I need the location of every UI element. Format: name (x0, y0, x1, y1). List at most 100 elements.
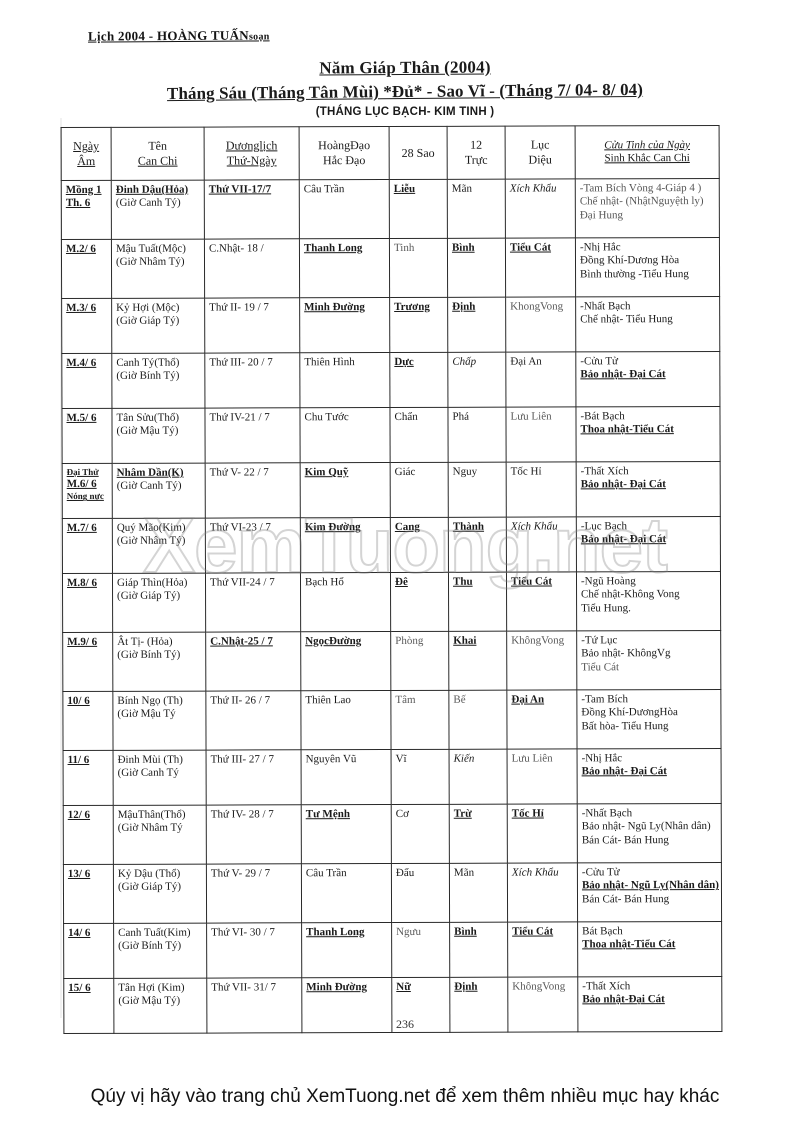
lunar-day: 10/ 6 (67, 694, 90, 708)
cell-solar-date: Thứ II- 19 / 7 (204, 297, 300, 354)
table-row: 15/ 6 Tân Hợi (Kim) (Giờ Mậu Tý) Thứ VII- 3… (63, 976, 722, 1034)
can-chi-name: Đinh Mùi (Th) (117, 753, 183, 766)
cell-cuu-tinh: Bát Bạch Thoa nhật-Tiểu Cát (577, 921, 722, 977)
cuu-tinh-line: Chế nhật- (NhậtNguyệth ly) (579, 195, 704, 208)
cell-lunar-date: 11/ 6 (63, 750, 114, 806)
cell-solar-date: Thứ III- 27 / 7 (206, 749, 302, 806)
can-chi-hour: (Giờ Bính Tý) (118, 940, 182, 953)
cell-12-truc: Kiến (449, 749, 508, 805)
table-row: M.3/ 6 Kỷ Hợi (Mộc) (Giờ Giáp Tý) Thứ II- 1… (61, 296, 720, 354)
lunar-day: M.4/ 6 (66, 356, 97, 370)
cell-hoang-dao: Thiên Hình (299, 352, 390, 408)
cuu-tinh-line: -Bát Bạch (580, 410, 625, 423)
can-chi-name: Ât Tị- (Hỏa) (117, 635, 173, 648)
cell-cuu-tinh: -Nhị Hắc Bảo nhật- Đại Cát (577, 748, 722, 804)
cell-28-sao: Vĩ (391, 749, 450, 805)
cell-cuu-tinh: -Nhất Bạch Bảo nhật- Ngũ Ly(Nhân dân) Bán … (577, 803, 722, 863)
table-row: 10/ 6 Bính Ngọ (Th) (Giờ Mậu Tý Thứ II- 26 … (62, 689, 722, 751)
cuu-tinh-line: Đại Hung (579, 209, 623, 222)
cell-12-truc: Bình (447, 238, 506, 298)
cell-cuu-tinh: -Ngũ Hoàng Chế nhật-Không Vong Tiểu Hung. (576, 571, 721, 631)
cell-luc-dieu: Xích Khẩu (507, 862, 578, 923)
cell-luc-dieu: Tốc Hỉ (506, 461, 577, 518)
lunar-month: Th. 6 (65, 197, 91, 210)
cell-luc-dieu: KhôngVong (506, 630, 577, 691)
cuu-tinh-line: Bảo nhật- Đại Cát (580, 368, 666, 381)
table-row: M.2/ 6 Mậu Tuất(Mộc) (Giờ Nhâm Tý) C.Nhật- … (61, 237, 720, 299)
cuu-tinh-line: Bát Bạch (582, 925, 623, 938)
cell-solar-date: Thứ VII-24 / 7 (205, 572, 301, 633)
can-chi-hour: (Giờ Mậu Tý (117, 708, 176, 721)
cell-12-truc: Chấp (447, 352, 506, 408)
table-row: M.8/ 6 Giáp Thìn(Hỏa) (Giờ Giáp Tý) Thứ VII… (62, 571, 721, 633)
cuu-tinh-line: Bảo nhật- KhôngVg (581, 647, 671, 660)
table-row: 12/ 6 MậuThân(Thổ) (Giờ Nhâm Tý Thứ IV- 28 … (63, 803, 722, 865)
lunar-day: M.9/ 6 (67, 635, 98, 649)
can-chi-hour: (Giờ Mậu Tý) (116, 425, 179, 438)
cell-hoang-dao: Thanh Long (299, 238, 390, 298)
footer-promo-text: Qúy vị hãy vào trang chủ XemTuong.net để… (90, 1086, 720, 1107)
cuu-tinh-line: -Cửu Tử (580, 355, 619, 368)
cell-28-sao: Trương (389, 297, 448, 353)
cell-can-chi: Kỷ Dậu (Thổ) (Giờ Giáp Tý) (113, 864, 207, 924)
cuu-tinh-line: -Tam Bích (581, 693, 628, 706)
table-row: M.5/ 6 Tân Sửu(Thổ) (Giờ Mậu Tý) Thứ IV-21 … (61, 406, 721, 464)
solar-term-label: Đại Thử (66, 466, 99, 478)
cell-lunar-date: M.5/ 6 (61, 408, 113, 464)
cell-cuu-tinh: -Thất Xích Bảo nhật-Đại Cát (577, 976, 722, 1032)
cell-hoang-dao: Câu Trần (301, 863, 392, 923)
cell-lunar-date: M.9/ 6 (62, 632, 113, 692)
cell-lunar-date: Mồng 1 Th. 6 (61, 180, 112, 240)
cell-hoang-dao: Chu Tước (299, 407, 391, 463)
title-subtitle: (THÁNG LỤC BẠCH- KIM TINH ) (315, 106, 495, 118)
lunar-day: 12/ 6 (67, 808, 91, 822)
cell-lunar-date: Đại Thử M.6/ 6 Nóng nực (62, 463, 113, 519)
cuu-tinh-line: -Cửu Tử (581, 866, 620, 879)
cell-solar-date: Thứ VII-17/7 (204, 179, 300, 240)
cell-cuu-tinh: -Tam Bích Vòng 4-Giáp 4 ) Chế nhật- (Nhật… (575, 178, 720, 238)
cell-28-sao: Phòng (390, 631, 449, 691)
cuu-tinh-line: -Ngũ Hoàng (580, 575, 636, 588)
can-chi-hour: (Giờ Nhâm Tý (117, 822, 183, 835)
lunar-day: 11/ 6 (67, 753, 90, 767)
can-chi-name: Quý Mão(Kim) (116, 521, 186, 534)
cell-luc-dieu: KhongVong (505, 296, 576, 353)
table-row: 14/ 6 Canh Tuất(Kim) (Giờ Bính Tý) Thứ VI- … (63, 921, 722, 979)
calendar-table-container: Ngày Âm Tên Can Chi Dươnglịch Thứ-Ngày H… (61, 125, 722, 1034)
solar-term-note: Nóng nực (66, 491, 104, 502)
cell-can-chi: Mậu Tuất(Mộc) (Giờ Nhâm Tý) (111, 239, 205, 299)
cell-solar-date: Thứ VII- 31/ 7 (206, 977, 302, 1034)
cell-solar-date: Thứ V- 29 / 7 (206, 863, 302, 924)
cell-luc-dieu: Tiểu Cát (507, 921, 578, 978)
can-chi-name: Mậu Tuất(Mộc) (115, 242, 186, 255)
cell-luc-dieu: Đại An (506, 689, 578, 750)
table-row: M.7/ 6 Quý Mão(Kim) (Giờ Nhâm Tý) Thứ VI-23… (62, 516, 721, 574)
can-chi-name: Đinh Dậu(Hỏa) (115, 183, 189, 196)
cell-28-sao: Cang (390, 517, 449, 573)
cell-can-chi: Bính Ngọ (Th) (Giờ Mậu Tý (112, 691, 207, 751)
can-chi-hour: (Giờ Giáp Tý) (116, 315, 180, 328)
cell-can-chi: Canh Tuất(Kim) (Giờ Bính Tý) (113, 923, 207, 979)
cuu-tinh-line: Bán Cát- Bán Hung (581, 892, 670, 906)
column-header-12-truc: 12 Trực (447, 126, 506, 180)
cell-cuu-tinh: -Tứ Lục Bảo nhật- KhôngVg Tiểu Cát (576, 630, 721, 690)
cell-hoang-dao: NgọcĐường (300, 631, 391, 691)
cell-solar-date: Thứ VI- 30 / 7 (206, 922, 302, 979)
can-chi-name: Canh Tý(Thổ) (116, 356, 180, 369)
cell-lunar-date: 10/ 6 (62, 691, 114, 751)
cell-12-truc: Bình (449, 922, 508, 978)
title-month: Tháng Sáu (Tháng Tân Mùi) *Đủ* - Sao Vĩ … (166, 79, 644, 104)
cuu-tinh-line: Bình thường -Tiểu Hung (580, 267, 689, 281)
cell-luc-dieu: Tiểu Cát (505, 237, 576, 298)
cell-28-sao: Đẩu (391, 863, 450, 923)
cell-28-sao: Tâm (390, 690, 450, 750)
cell-lunar-date: 15/ 6 (63, 978, 114, 1034)
cell-can-chi: Đinh Dậu(Hỏa) (Giờ Canh Tý) (111, 180, 205, 240)
column-header-28-sao: 28 Sao (389, 126, 448, 180)
lunar-day: M.5/ 6 (66, 411, 97, 425)
cell-12-truc: Trừ (449, 804, 508, 864)
publisher-credit-text: Lịch 2004 - HOÀNG TUẤN (87, 27, 249, 44)
can-chi-name: Giáp Thìn(Hỏa) (116, 576, 188, 589)
cuu-tinh-line: -Nhất Bạch (580, 300, 631, 313)
table-row: Đại Thử M.6/ 6 Nóng nực Nhâm Dần(K) (Giờ Can… (62, 461, 721, 519)
